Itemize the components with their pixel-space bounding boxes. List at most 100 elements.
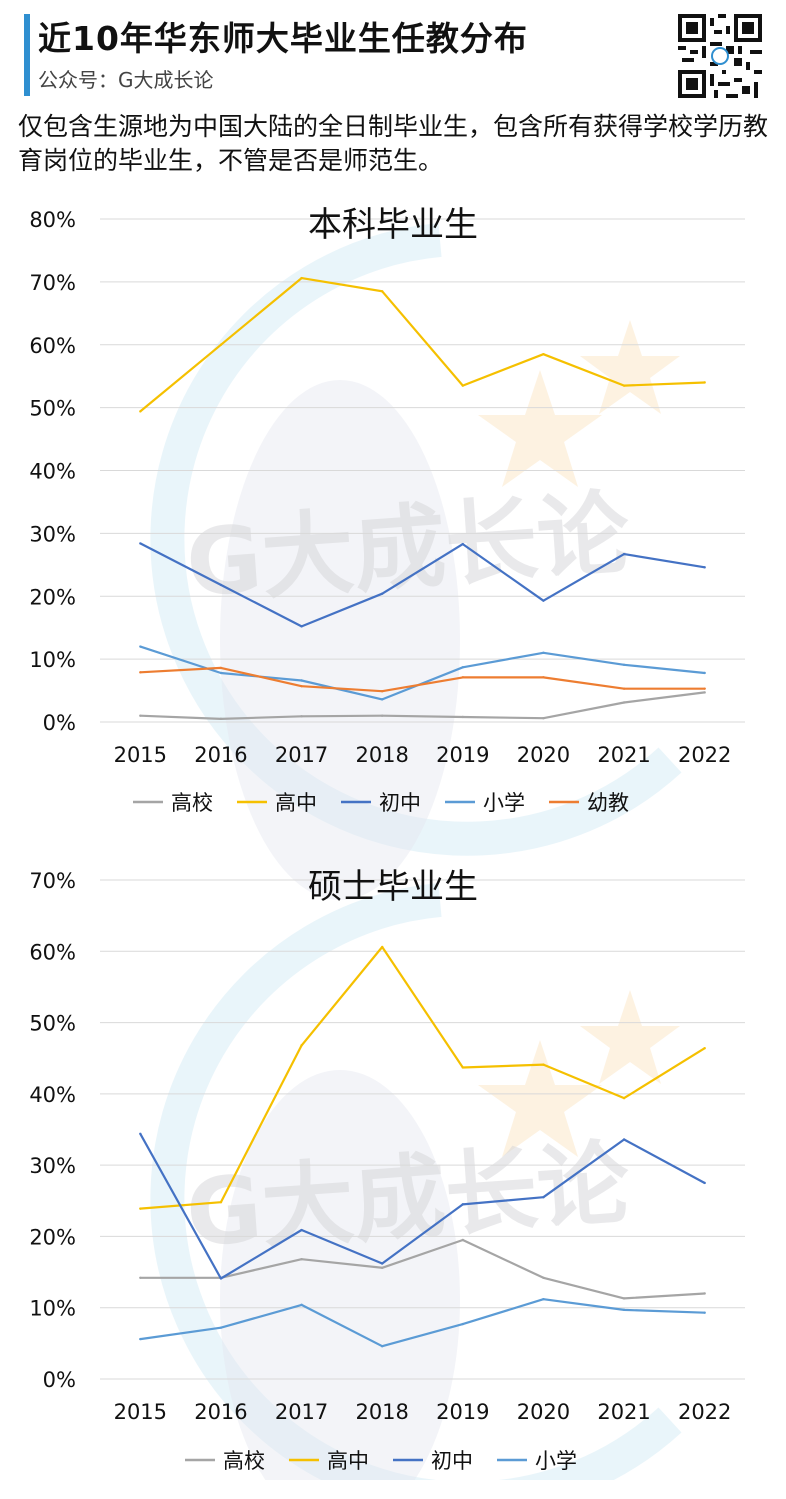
data-point-0-5 bbox=[542, 717, 545, 720]
y-tick-label: 30% bbox=[29, 522, 76, 546]
x-tick-label: 2016 bbox=[194, 1400, 247, 1424]
data-point-3-5 bbox=[542, 1297, 545, 1301]
data-point-1-1 bbox=[219, 343, 223, 346]
y-tick-label: 70% bbox=[29, 271, 76, 295]
data-point-2-2 bbox=[300, 625, 303, 628]
y-tick-label: 60% bbox=[29, 940, 76, 964]
data-point-1-5 bbox=[542, 352, 545, 356]
data-point-1-5 bbox=[542, 1063, 545, 1066]
data-point-0-0 bbox=[139, 714, 142, 717]
x-tick-label: 2018 bbox=[355, 1400, 408, 1424]
x-tick-label: 2022 bbox=[678, 743, 731, 767]
y-tick-label: 30% bbox=[29, 1154, 76, 1178]
legend-label: 初中 bbox=[431, 1449, 473, 1473]
data-point-1-3 bbox=[380, 290, 384, 293]
y-tick-label: 70% bbox=[29, 869, 76, 893]
legend-label: 初中 bbox=[379, 791, 421, 815]
data-point-0-7 bbox=[703, 1292, 706, 1295]
x-tick-label: 2020 bbox=[517, 1400, 570, 1424]
data-point-3-2 bbox=[300, 679, 303, 682]
x-tick-label: 2016 bbox=[194, 743, 247, 767]
x-tick-label: 2017 bbox=[275, 1400, 328, 1424]
data-point-3-6 bbox=[622, 1308, 626, 1312]
data-point-0-4 bbox=[461, 715, 465, 719]
data-point-2-5 bbox=[542, 1196, 545, 1199]
data-point-2-5 bbox=[542, 599, 545, 602]
chart-undergraduate: 0% 10% 20% 30% 40% 50% 60% 70% 80% 2015 2016 2017 20… bbox=[29, 205, 745, 815]
x-tick-label: 2018 bbox=[355, 743, 408, 767]
data-point-4-0 bbox=[139, 671, 142, 674]
x-tick-label: 2015 bbox=[114, 1400, 167, 1424]
data-point-3-5 bbox=[542, 651, 545, 655]
data-point-1-0 bbox=[139, 1207, 142, 1210]
data-point-2-3 bbox=[380, 1262, 384, 1265]
legend-label: 高中 bbox=[275, 791, 317, 815]
x-tick-label: 2021 bbox=[597, 743, 650, 767]
data-point-4-7 bbox=[703, 687, 706, 690]
y-tick-label: 40% bbox=[29, 1083, 76, 1107]
data-point-1-0 bbox=[139, 410, 142, 413]
series-line-0 bbox=[140, 1238, 705, 1300]
legend-label: 幼教 bbox=[587, 791, 629, 815]
y-tick-label: 20% bbox=[29, 1225, 76, 1249]
x-tick-label: 2020 bbox=[517, 743, 570, 767]
data-point-4-3 bbox=[380, 689, 384, 693]
data-point-3-7 bbox=[703, 1311, 706, 1314]
series-line-3 bbox=[139, 645, 705, 701]
data-point-1-4 bbox=[461, 1066, 465, 1069]
x-tick-label: 2015 bbox=[114, 743, 167, 767]
qr-code-icon bbox=[678, 14, 762, 98]
data-point-3-1 bbox=[219, 1326, 223, 1329]
y-tick-label: 10% bbox=[29, 648, 76, 672]
data-point-3-4 bbox=[461, 666, 465, 669]
data-point-2-2 bbox=[300, 1228, 303, 1232]
description-text: 仅包含生源地为中国大陆的全日制毕业生，包含所有获得学校学历教育岗位的毕业生，不管… bbox=[18, 112, 769, 175]
data-point-2-1 bbox=[219, 1277, 223, 1280]
data-point-4-6 bbox=[622, 687, 626, 690]
legend-label: 小学 bbox=[535, 1449, 577, 1473]
data-point-2-1 bbox=[219, 583, 223, 587]
data-point-1-7 bbox=[703, 381, 706, 384]
data-point-2-3 bbox=[380, 592, 384, 595]
data-point-2-0 bbox=[139, 542, 142, 545]
data-point-3-4 bbox=[461, 1322, 465, 1326]
data-point-2-4 bbox=[461, 1203, 465, 1206]
y-tick-label: 0% bbox=[43, 1368, 76, 1392]
series-line-0 bbox=[140, 691, 705, 721]
data-point-1-6 bbox=[622, 384, 626, 387]
data-point-0-5 bbox=[542, 1276, 545, 1279]
series-line-4 bbox=[140, 666, 705, 693]
data-point-2-7 bbox=[703, 566, 706, 569]
data-point-0-7 bbox=[703, 691, 706, 694]
data-point-3-0 bbox=[139, 1337, 142, 1341]
data-point-3-3 bbox=[380, 698, 384, 701]
data-point-0-1 bbox=[219, 717, 223, 721]
data-point-3-0 bbox=[139, 645, 142, 648]
y-tick-label: 50% bbox=[29, 1012, 76, 1036]
y-tick-label: 10% bbox=[29, 1297, 76, 1321]
legend-label: 高校 bbox=[171, 791, 213, 815]
data-point-0-2 bbox=[300, 715, 303, 718]
y-tick-label: 0% bbox=[43, 711, 76, 735]
legend-label: 高校 bbox=[223, 1449, 265, 1473]
data-point-0-6 bbox=[622, 1297, 626, 1300]
chart-title: 硕士毕业生 bbox=[308, 867, 478, 907]
series-line-1 bbox=[139, 276, 705, 413]
data-point-3-2 bbox=[300, 1303, 303, 1307]
data-point-2-0 bbox=[139, 1132, 142, 1135]
page-title: 近10年华东师大毕业生任教分布 bbox=[38, 19, 528, 58]
data-point-1-2 bbox=[300, 276, 303, 280]
data-point-1-1 bbox=[219, 1201, 223, 1204]
y-tick-label: 40% bbox=[29, 460, 76, 484]
data-point-0-2 bbox=[300, 1258, 303, 1261]
x-tick-label: 2019 bbox=[436, 1400, 489, 1424]
legend-label: 小学 bbox=[483, 791, 525, 815]
data-point-2-6 bbox=[622, 552, 626, 556]
legend-label: 高中 bbox=[327, 1449, 369, 1473]
page-subtitle: 公众号：G大成长论 bbox=[38, 68, 214, 92]
data-point-1-7 bbox=[703, 1047, 706, 1050]
data-point-4-4 bbox=[461, 676, 465, 679]
chart-title: 本科毕业生 bbox=[308, 205, 478, 245]
x-tick-label: 2017 bbox=[275, 743, 328, 767]
data-point-1-2 bbox=[300, 1044, 303, 1047]
